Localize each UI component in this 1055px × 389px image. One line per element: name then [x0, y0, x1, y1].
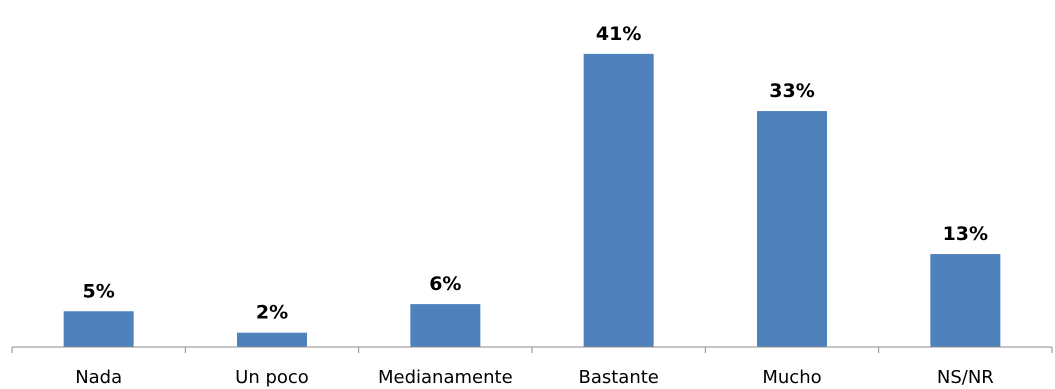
category-label: Bastante — [578, 367, 658, 388]
bar-medianamente — [410, 304, 481, 347]
x-axis — [11, 346, 1053, 353]
data-label: 33% — [769, 80, 814, 102]
data-label: 6% — [429, 273, 461, 295]
bar-ns-nr — [930, 254, 1001, 347]
category-label: Nada — [75, 367, 122, 388]
category-label: Un poco — [235, 367, 309, 388]
data-label: 5% — [83, 280, 115, 302]
bar-nada — [63, 311, 134, 347]
category-labels-group: Nada Un poco Medianamente Bastante Mucho NS/N… — [75, 367, 994, 388]
data-label: 2% — [256, 302, 288, 324]
data-labels-group: 5% 2% 6% 41% 33% 13% — [83, 23, 989, 324]
data-label: 41% — [596, 23, 641, 45]
category-label: NS/NR — [937, 367, 994, 388]
bar-mucho — [757, 111, 827, 347]
bar-un-poco — [237, 332, 307, 347]
bars-group — [63, 53, 1001, 347]
data-label: 13% — [943, 223, 988, 245]
category-label: Mucho — [762, 367, 821, 388]
bar-bastante — [583, 53, 654, 347]
category-label: Medianamente — [378, 367, 513, 388]
